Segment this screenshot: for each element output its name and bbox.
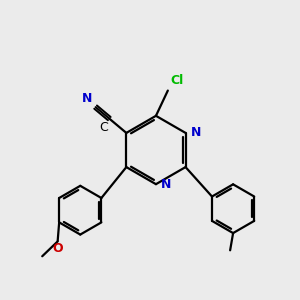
Text: N: N — [191, 126, 201, 140]
Text: O: O — [52, 242, 63, 255]
Text: C: C — [99, 121, 108, 134]
Text: N: N — [161, 178, 172, 191]
Text: N: N — [82, 92, 93, 105]
Text: Cl: Cl — [170, 74, 184, 87]
